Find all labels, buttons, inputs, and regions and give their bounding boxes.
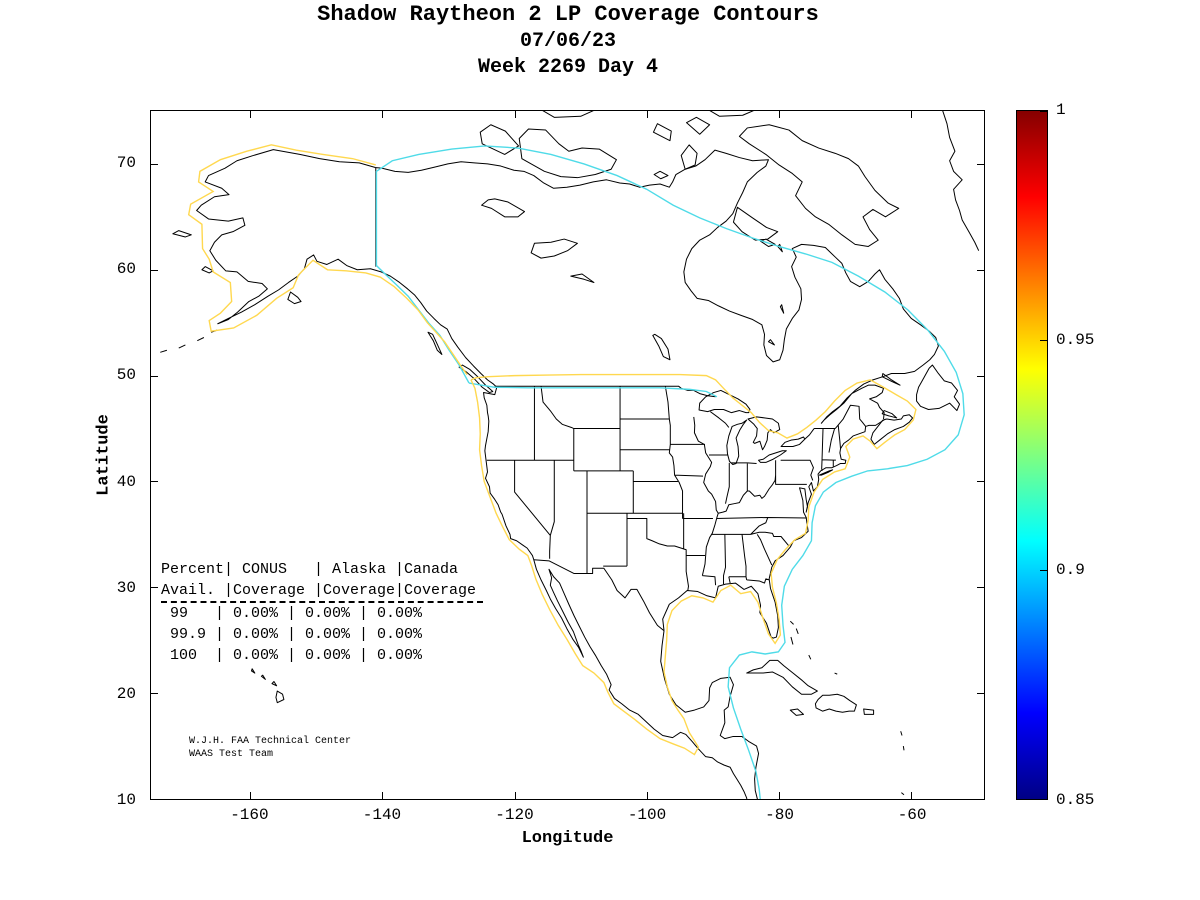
y-tick-label: 30 xyxy=(116,578,136,597)
y-tick-mark xyxy=(151,799,158,800)
x-tick-label: -140 xyxy=(362,806,402,824)
great-lakes xyxy=(699,390,805,464)
coverage-table-row-99-9: 99.9 | 0.00% | 0.00% | 0.00% xyxy=(161,626,423,643)
coverage-table: Percent| CONUS | Alaska |Canada Avail. |C… xyxy=(161,559,483,666)
colorbar-tick-mark xyxy=(1040,799,1047,800)
y-axis-label: Latitude xyxy=(94,414,114,496)
canada-lakes xyxy=(482,199,670,360)
plot-title-week: Week 2269 Day 4 xyxy=(477,56,659,79)
x-axis-label: Longitude xyxy=(521,829,614,848)
x-tick-mark xyxy=(382,111,384,118)
y-tick-mark xyxy=(977,269,984,271)
x-tick-mark xyxy=(382,792,384,799)
x-tick-mark xyxy=(514,111,516,118)
coastline-canada-arctic-east xyxy=(376,150,939,423)
colorbar-tick-mark xyxy=(1040,111,1047,112)
x-tick-mark xyxy=(646,792,648,799)
y-tick-mark xyxy=(977,375,984,377)
x-tick-mark xyxy=(911,111,913,118)
y-axis-tick-labels: 10 20 30 40 50 60 70 xyxy=(0,110,142,809)
caribbean-islands xyxy=(747,621,904,795)
colorbar-tick-label: 0.9 xyxy=(1056,561,1085,579)
coverage-table-header-2: Avail. |Coverage |Coverage|Coverage xyxy=(161,580,483,603)
y-tick-mark xyxy=(151,163,158,165)
y-tick-mark xyxy=(977,481,984,483)
x-tick-mark xyxy=(779,111,781,118)
border-us-mexico xyxy=(534,560,664,631)
coverage-contours xyxy=(189,145,964,799)
contour-level-0.9 xyxy=(469,383,717,397)
y-tick-label: 40 xyxy=(116,472,136,491)
coverage-table-row-99: 99 | 0.00% | 0.00% | 0.00% xyxy=(161,605,423,622)
x-tick-mark xyxy=(911,792,913,799)
plot-title: Shadow Raytheon 2 LP Coverage Contours xyxy=(317,2,819,27)
y-tick-mark xyxy=(151,375,158,377)
x-tick-mark xyxy=(779,792,781,799)
us-state-borders xyxy=(487,386,866,590)
y-tick-mark xyxy=(977,587,984,589)
x-tick-label: -60 xyxy=(897,806,927,824)
x-tick-label: -160 xyxy=(230,806,269,824)
y-tick-mark xyxy=(977,693,984,695)
coverage-table-header-1: Percent| CONUS | Alaska |Canada xyxy=(161,561,459,578)
y-tick-mark xyxy=(977,799,984,800)
credit-line-1: W.J.H. FAA Technical Center xyxy=(189,736,352,747)
coastline-us-gulf-atlantic xyxy=(663,419,886,638)
coastline-mexico-gulf-caribbean xyxy=(661,631,759,799)
credit-line-2: WAAS Test Team xyxy=(189,749,274,760)
coverage-table-row-100: 100 | 0.00% | 0.00% | 0.00% xyxy=(161,647,423,664)
y-tick-label: 50 xyxy=(116,366,136,385)
colorbar-tick-mark xyxy=(1040,569,1047,571)
x-tick-label: -80 xyxy=(765,806,794,824)
plot-title-date: 07/06/23 xyxy=(519,30,616,53)
x-tick-label: -120 xyxy=(495,806,534,824)
y-tick-mark xyxy=(151,269,158,271)
y-tick-mark xyxy=(151,481,158,483)
y-tick-mark xyxy=(151,693,158,695)
colorbar-tick-mark xyxy=(1040,340,1047,342)
y-tick-label: 10 xyxy=(116,791,136,809)
x-tick-mark xyxy=(646,111,648,118)
border-us-canada-49n xyxy=(495,386,716,397)
coverage-map xyxy=(151,111,984,799)
y-tick-label: 70 xyxy=(116,154,136,173)
basemap-coastlines xyxy=(160,111,978,799)
y-tick-label: 20 xyxy=(116,684,136,703)
colorbar-tick-labels: 0.85 0.9 0.95 1 xyxy=(1056,101,1126,809)
greenland-coast xyxy=(941,111,979,251)
x-tick-label: -100 xyxy=(627,806,667,824)
contour-level-0.95 xyxy=(471,375,916,755)
colorbar-tick-label: 1 xyxy=(1056,101,1066,119)
atlantic-canada-islands xyxy=(871,365,960,444)
colorbar-tick-label: 0.95 xyxy=(1056,331,1095,349)
x-tick-mark xyxy=(514,792,516,799)
map-plot-area: Percent| CONUS | Alaska |Canada Avail. |C… xyxy=(150,110,985,800)
x-axis-tick-labels: -160 -140 -120 -100 -80 -60 xyxy=(150,806,985,828)
x-tick-mark xyxy=(250,111,252,118)
y-tick-mark xyxy=(151,587,158,589)
x-tick-mark xyxy=(250,792,252,799)
contour-level-0.95 xyxy=(189,145,467,375)
colorbar-tick-label: 0.85 xyxy=(1056,791,1095,809)
colorbar-gradient xyxy=(1017,111,1047,799)
credit-annotation: W.J.H. FAA Technical Center WAAS Test Tea… xyxy=(189,735,351,761)
contour-level-0.9 xyxy=(376,146,964,799)
y-tick-label: 60 xyxy=(116,260,136,279)
colorbar xyxy=(1016,110,1048,800)
arctic-islands xyxy=(480,111,898,345)
y-tick-mark xyxy=(977,163,984,165)
coastline-alaska-pacific xyxy=(197,150,748,799)
